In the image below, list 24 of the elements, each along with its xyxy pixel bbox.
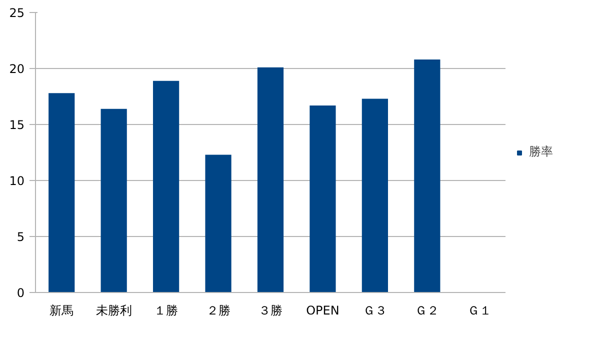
bar: [48, 93, 75, 292]
x-tick-label: 新馬: [50, 304, 74, 318]
x-tick-label: 未勝利: [96, 304, 132, 318]
legend-label: 勝率: [529, 144, 553, 160]
y-tick-label: 20: [9, 62, 25, 76]
y-tick-label: 10: [9, 174, 25, 188]
bar: [153, 80, 180, 292]
bar: [100, 108, 127, 292]
x-tick-label: Ｇ１: [467, 304, 492, 318]
bar: [414, 60, 440, 292]
x-tick-label: Ｇ３: [362, 304, 387, 318]
bar: [257, 67, 284, 292]
x-tick-label: ２勝: [206, 304, 230, 318]
bar: [205, 154, 232, 292]
y-tick-label: 5: [16, 230, 25, 244]
bar: [362, 98, 388, 292]
bar: [310, 105, 336, 292]
y-tick-label: 15: [9, 118, 25, 132]
x-tick-label: Ｇ２: [415, 304, 440, 318]
x-tick-label: １勝: [154, 304, 178, 318]
y-tick-label: 0: [16, 286, 25, 300]
x-tick-label: ３勝: [258, 304, 282, 318]
y-tick-label: 25: [9, 6, 25, 20]
x-tick-label: OPEN: [306, 304, 340, 318]
